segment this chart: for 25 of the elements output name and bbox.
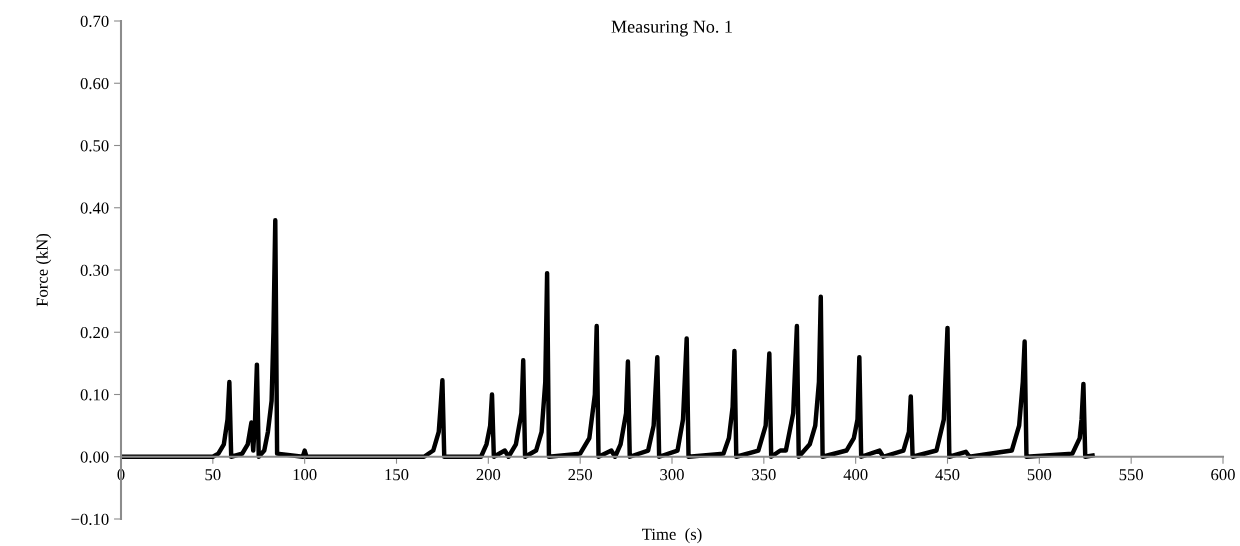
y-tick-label: 0.70 [80, 15, 109, 28]
x-tick-label: 450 [935, 469, 960, 481]
x-tick-label: 350 [752, 469, 776, 481]
y-tick-label: 0.60 [80, 77, 109, 90]
x-tick-label: 250 [568, 469, 593, 481]
x-tick-label: 600 [1211, 469, 1235, 481]
line-series [121, 217, 1095, 459]
y-tick-label: 0.30 [80, 264, 109, 277]
x-axis-title: Time (s) [642, 528, 702, 544]
x-tick-label: 100 [293, 469, 317, 481]
chart-title: Measuring No. 1 [611, 20, 732, 37]
x-tick-label: 50 [205, 469, 221, 481]
y-axis-title: Force (kN) [36, 233, 52, 307]
y-tick-label: −0.10 [71, 513, 109, 526]
y-tick-label: 0.20 [80, 326, 109, 339]
y-tick-label: 0.00 [80, 451, 109, 463]
x-tick-label: 150 [385, 469, 409, 481]
x-tick-label: 300 [660, 469, 684, 481]
y-tick-label: 0.40 [80, 202, 109, 214]
x-tick-label: 200 [476, 469, 501, 481]
x-tick-label: 500 [1027, 469, 1052, 481]
x-tick-label: 400 [843, 469, 868, 481]
x-tick-label: 550 [1119, 469, 1144, 481]
y-tick-label: 0.50 [80, 140, 109, 152]
y-tick-label: 0.10 [80, 389, 109, 401]
